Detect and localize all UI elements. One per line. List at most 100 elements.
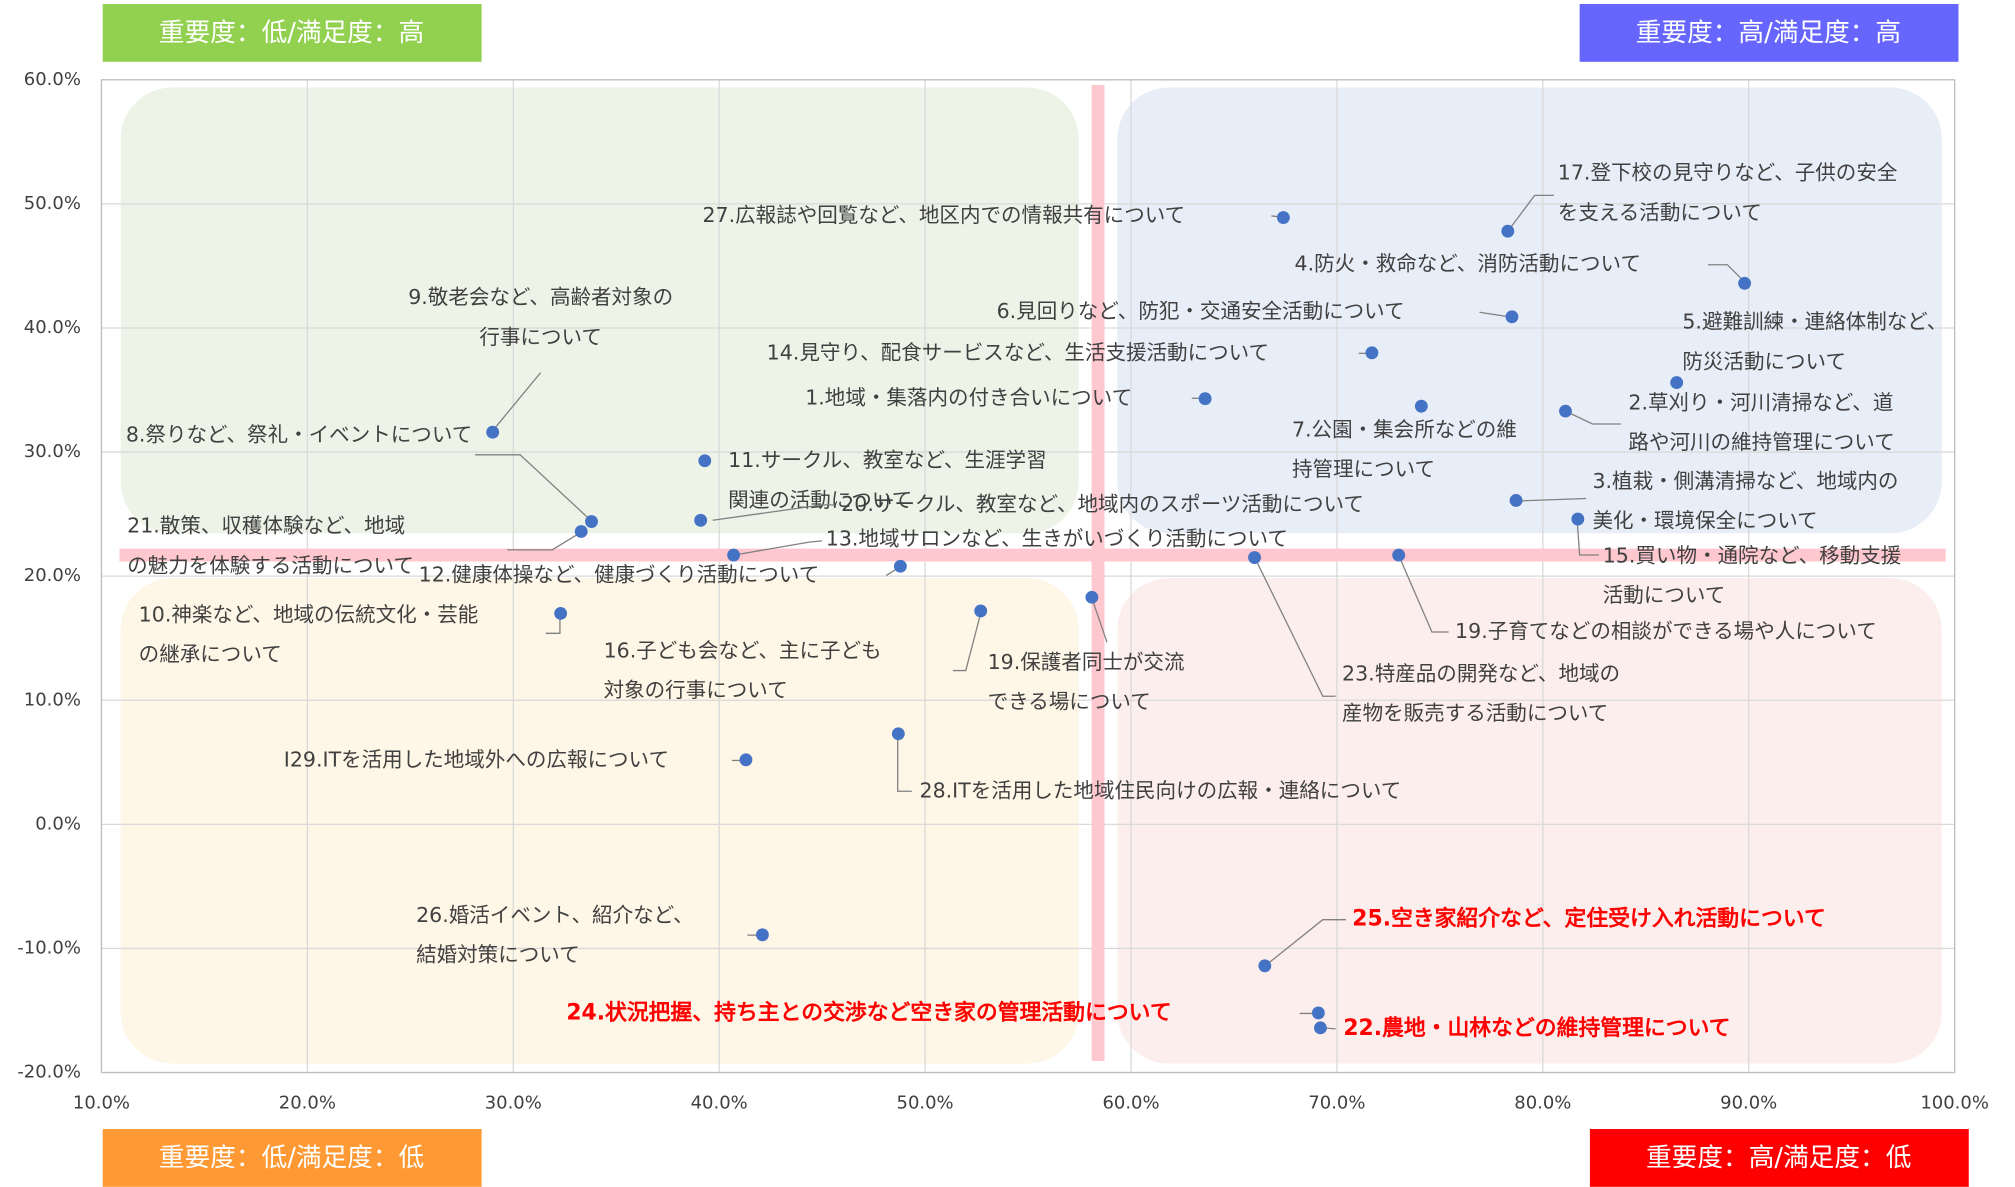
point-label: の魅力を体験する活動について [127,554,414,578]
point [1276,211,1290,224]
y-tick-label: 50.0% [24,193,81,214]
x-tick-label: 50.0% [897,1092,954,1113]
quadrant-box [1579,4,1959,62]
leader-line [491,372,542,433]
point-label: 22.農地・山林などの維持管理について [1343,1015,1730,1041]
point-label: 12.健康体操など、健康づくり活動について [419,563,820,587]
point-label: 美化・環境保全について [1592,509,1817,533]
point [1414,399,1428,413]
point-label: 24.状況把握、持ち主との交渉など空き家の管理活動について [566,999,1171,1025]
quadrant-box [102,1129,482,1187]
leader-line [545,614,561,634]
x-tick-label: 80.0% [1514,1092,1571,1113]
point-label: 17.登下校の見守りなど、子供の安全 [1558,161,1898,185]
leader-line [1507,194,1554,232]
point-label: 8.祭りなど、祭礼・イベントについて [126,423,472,447]
point [893,559,907,573]
point [739,753,753,767]
point [585,515,598,528]
point [1559,404,1572,418]
leader-line [1397,554,1449,633]
leader-line [475,454,593,523]
point-label: 1.地域・集落内の付き合いについて [805,385,1132,409]
x-tick-label: 70.0% [1308,1092,1365,1113]
point-label: 14.見守り、配食サービスなど、生活支援活動について [767,340,1269,364]
quadrant-background [1117,578,1942,1064]
point [1085,590,1099,604]
y-tick-label: 0.0% [35,813,81,834]
point [1571,512,1585,526]
y-tick-label: 40.0% [24,317,81,338]
quadrant-label: 重要度：低/満足度：高 [159,18,424,48]
point [554,606,568,620]
reference-line-x [1091,84,1105,1061]
point [486,425,500,439]
x-tick-label: 30.0% [485,1092,542,1113]
point-label: 防災活動について [1682,349,1846,373]
point [1509,494,1523,507]
point-label: の継承について [139,642,282,666]
point-label: 行事について [479,325,602,349]
leader-line [1708,264,1746,284]
y-tick-label: 20.0% [24,565,81,586]
y-tick-label: 30.0% [24,441,81,462]
quadrant-label: 重要度：高/満足度：高 [1636,18,1901,48]
point-label: 対象の行事について [604,678,788,702]
leader-line [507,531,583,551]
plot-border [100,79,1956,1074]
leader-line [952,611,982,672]
point-label: 27.広報誌や回覧など、地区内での情報共有について [702,203,1185,227]
point-label: 28.ITを活用した地域住民向けの広報・連絡について [920,778,1402,802]
reference-line-y [119,548,1946,562]
point-label: 2.草刈り・河川清掃など、道 [1628,390,1893,414]
point-label: 関連の活動について [728,488,912,512]
point-label: 産物を販売する活動について [1342,701,1608,725]
quadrant-box [102,4,482,62]
leader-line [1254,557,1336,697]
x-tick-label: 100.0% [1920,1092,1989,1113]
leader-line [734,540,822,556]
point-label: 13.地域サロンなど、生きがいづくり活動について [826,527,1288,551]
point [1501,224,1515,238]
point-label: 3.植栽・側溝清掃など、地域内の [1592,469,1898,493]
point [727,548,741,562]
point-label: 26.婚活イベント、紹介など、 [416,903,694,927]
point-label: 16.子ども会など、主に子ども [604,638,882,662]
point [1738,276,1752,290]
point-label: 19.子育てなどの相談ができる場や人について [1455,619,1877,643]
y-tick-label: -20.0% [17,1062,81,1083]
point [1314,1021,1327,1035]
quadrant-box [1589,1129,1969,1187]
point [574,525,588,538]
point [1505,310,1519,324]
x-tick-label: 20.0% [279,1092,336,1113]
point-label: 21.散策、収穫体験など、地域 [127,514,405,538]
point-label: 20.サークル、教室など、地域内のスポーツ活動について [841,492,1364,516]
point [974,604,988,618]
quadrant-label: 重要度：高/満足度：低 [1646,1143,1911,1173]
point [698,454,712,468]
point-label: 6.見回りなど、防犯・交通安全活動について [997,299,1405,323]
quadrant-background [1117,87,1942,534]
point [694,513,708,527]
point-label: 11.サークル、教室など、生涯学習 [728,448,1046,472]
point [1258,959,1272,973]
point-label: I29.ITを活用した地域外への広報について [284,747,669,771]
point-label: を支える活動について [1558,200,1762,224]
point [1311,1006,1325,1020]
point [1670,376,1684,390]
point-label: 5.避難訓練・連絡体制など、 [1682,310,1947,334]
x-tick-label: 60.0% [1102,1092,1159,1113]
point-label: 15.買い物・通院など、移動支援 [1603,543,1902,567]
point-label: 結婚対策について [416,943,580,967]
leader-line [1264,919,1346,967]
point-label: 19.保護者同士が交流 [988,650,1185,674]
point [1365,346,1379,360]
leader-line [1091,597,1108,643]
point-label: 持管理について [1292,457,1435,481]
point-label: 25.空き家紹介など、定住受け入れ活動について [1352,906,1825,932]
point-label: できる場について [988,690,1151,714]
point [891,727,905,741]
point [1198,392,1212,406]
